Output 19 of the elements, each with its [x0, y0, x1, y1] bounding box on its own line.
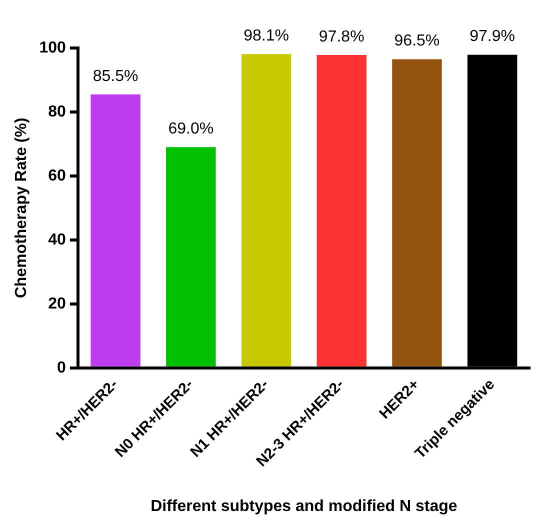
y-tick-label: 60: [48, 167, 66, 184]
data-label: 85.5%: [92, 68, 138, 85]
bar: [90, 94, 140, 366]
y-tick-label: 80: [48, 103, 66, 120]
data-label: 97.9%: [470, 28, 516, 46]
y-tick-label: 100: [39, 39, 66, 56]
bar: [166, 147, 216, 366]
y-tick-label: 40: [48, 231, 66, 248]
y-tick-label: 0: [56, 359, 66, 376]
data-label: 98.1%: [244, 27, 289, 44]
y-axis-title: Chemotherapy Rate (%): [13, 118, 30, 298]
data-label: 69.0%: [168, 120, 214, 138]
bar: [316, 55, 366, 366]
data-label: 96.5%: [394, 32, 440, 50]
bar: [392, 59, 442, 366]
bar: [241, 54, 292, 366]
data-label: 97.8%: [318, 28, 364, 46]
x-axis-title: Different subtypes and modified N stage: [150, 498, 458, 515]
y-tick-label: 20: [48, 295, 66, 312]
